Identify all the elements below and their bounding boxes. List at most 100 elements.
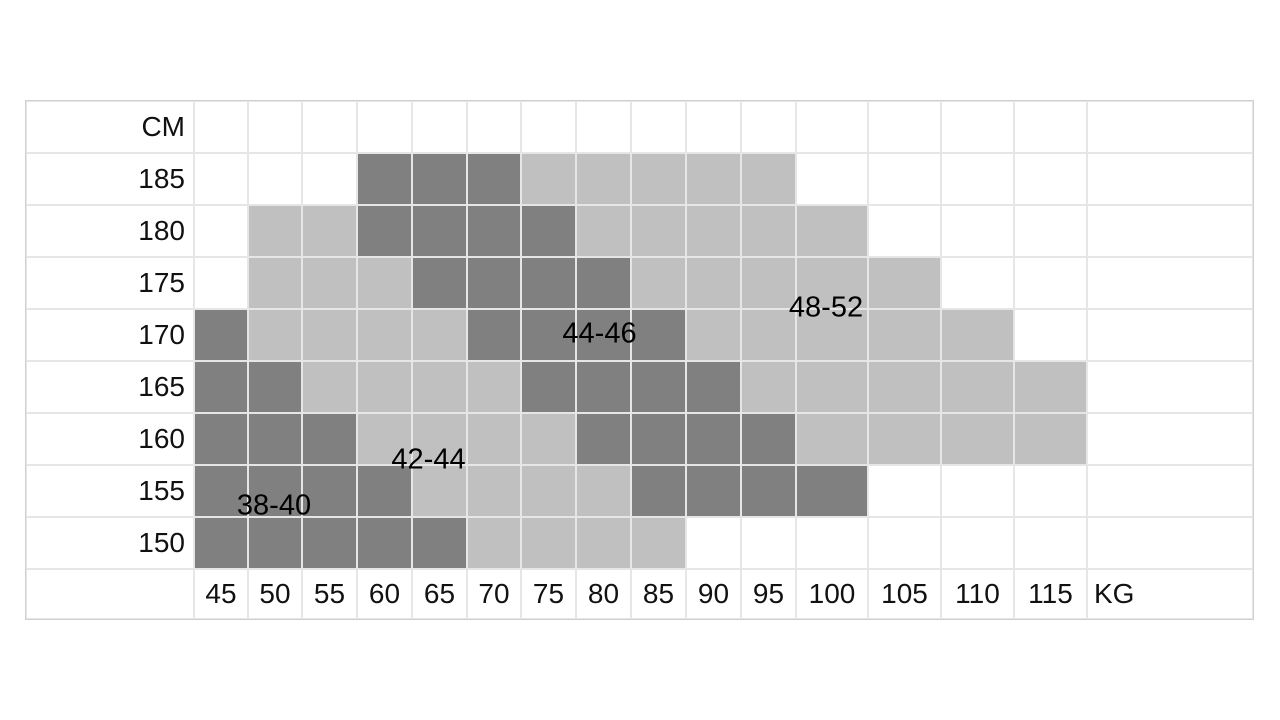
grid-cell — [1087, 361, 1253, 413]
grid-cell — [796, 309, 868, 361]
grid-cell — [467, 205, 521, 257]
header-cell — [194, 101, 248, 153]
grid-cell — [1087, 465, 1253, 517]
grid-cell — [631, 517, 686, 569]
grid-cell — [412, 413, 467, 465]
header-cell — [357, 101, 412, 153]
col-label-115: 115 — [1014, 569, 1087, 619]
grid-cell — [686, 153, 741, 205]
grid-cell — [741, 517, 796, 569]
grid-cell — [1014, 309, 1087, 361]
size-zone-label: 48-52 — [788, 291, 864, 324]
grid-cell — [467, 257, 521, 309]
row-label-185: 185 — [26, 153, 194, 205]
size-chart-grid: CM 185 180 175 170 165 160 155 150 45 50 55 60 65 70 75… — [25, 100, 1254, 620]
grid-cell — [467, 309, 521, 361]
grid-cell — [357, 153, 412, 205]
col-label-65: 65 — [412, 569, 467, 619]
grid-cell — [194, 517, 248, 569]
grid-cell — [357, 413, 412, 465]
col-header-kg: KG — [1087, 569, 1253, 619]
col-label-45: 45 — [194, 569, 248, 619]
grid-cell — [302, 309, 357, 361]
grid-cell — [194, 257, 248, 309]
grid-cell — [302, 361, 357, 413]
header-cell — [1087, 101, 1253, 153]
grid-cell — [412, 153, 467, 205]
header-cell — [248, 101, 302, 153]
grid-cell — [357, 205, 412, 257]
grid-cell — [576, 257, 631, 309]
grid-cell — [194, 309, 248, 361]
grid-cell — [1014, 465, 1087, 517]
grid-cell — [521, 205, 576, 257]
header-cell — [1014, 101, 1087, 153]
grid-cell — [412, 205, 467, 257]
grid-cell — [248, 361, 302, 413]
grid-cell — [631, 465, 686, 517]
grid-cell — [686, 361, 741, 413]
grid-cell — [1087, 153, 1253, 205]
col-label-75: 75 — [521, 569, 576, 619]
grid-cell — [521, 257, 576, 309]
grid-cell — [631, 413, 686, 465]
header-cell — [412, 101, 467, 153]
grid-cell — [631, 361, 686, 413]
grid-cell — [1014, 413, 1087, 465]
grid-cell — [741, 465, 796, 517]
grid-cell — [631, 153, 686, 205]
grid-cell — [741, 257, 796, 309]
grid-cell — [412, 309, 467, 361]
row-label-155: 155 — [26, 465, 194, 517]
row-header-cm: CM — [26, 101, 194, 153]
grid-cell — [941, 413, 1014, 465]
grid-cell — [796, 153, 868, 205]
grid-cell — [576, 517, 631, 569]
grid-cell — [357, 517, 412, 569]
grid-cell — [357, 361, 412, 413]
col-label-55: 55 — [302, 569, 357, 619]
grid-cell — [796, 517, 868, 569]
grid-cell — [521, 465, 576, 517]
col-label-110: 110 — [941, 569, 1014, 619]
grid-cell — [194, 205, 248, 257]
grid-cell — [1087, 517, 1253, 569]
grid-cell — [302, 517, 357, 569]
header-cell — [796, 101, 868, 153]
grid-cell — [686, 413, 741, 465]
header-cell — [631, 101, 686, 153]
header-cell — [868, 101, 941, 153]
grid-cell — [1087, 257, 1253, 309]
grid-cell — [1014, 517, 1087, 569]
grid-cell — [248, 309, 302, 361]
grid-cell — [194, 361, 248, 413]
grid-cell — [194, 465, 248, 517]
header-cell — [741, 101, 796, 153]
grid-cell — [357, 257, 412, 309]
col-label-105: 105 — [868, 569, 941, 619]
grid-cell — [521, 361, 576, 413]
grid-cell — [194, 413, 248, 465]
grid-cell — [467, 153, 521, 205]
grid-cell — [412, 361, 467, 413]
grid-cell — [941, 257, 1014, 309]
col-label-90: 90 — [686, 569, 741, 619]
grid-cell — [631, 309, 686, 361]
grid-cell — [868, 309, 941, 361]
col-label-50: 50 — [248, 569, 302, 619]
grid-cell — [521, 517, 576, 569]
grid-cell — [741, 205, 796, 257]
grid-cell — [796, 257, 868, 309]
grid-cell — [796, 413, 868, 465]
grid-cell — [868, 257, 941, 309]
col-label-100: 100 — [796, 569, 868, 619]
grid-cell — [941, 153, 1014, 205]
grid-cell — [1087, 413, 1253, 465]
grid-cell — [248, 257, 302, 309]
grid-cell — [686, 205, 741, 257]
grid-cell — [796, 465, 868, 517]
grid-cell — [1014, 361, 1087, 413]
row-label-170: 170 — [26, 309, 194, 361]
grid-cell — [576, 413, 631, 465]
grid-cell — [941, 361, 1014, 413]
